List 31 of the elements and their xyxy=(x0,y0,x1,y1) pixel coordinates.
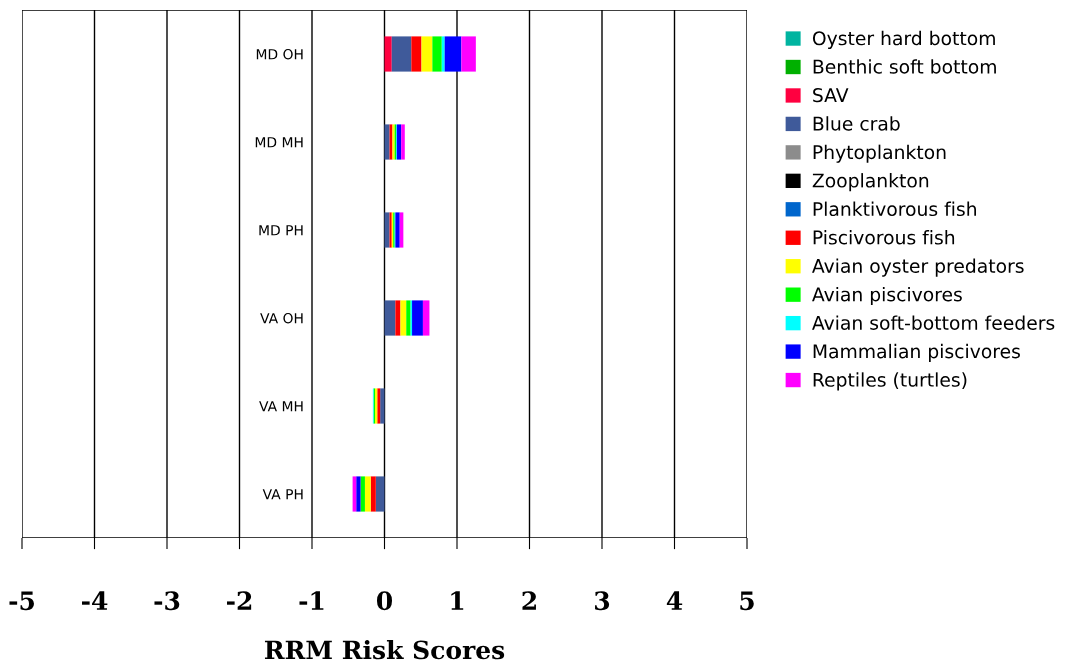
x-tick-label: -1 xyxy=(299,591,324,610)
y-tick-label: VA MH xyxy=(259,401,303,412)
x-tick-label: -3 xyxy=(154,591,180,611)
x-tick-label: -4 xyxy=(81,591,108,610)
legend-label: Piscivorous fish xyxy=(813,230,955,245)
legend-label: Avian piscivores xyxy=(812,286,962,306)
legend-label: Benthic soft bottom xyxy=(813,59,996,74)
legend-label: Phytoplankton xyxy=(813,144,946,163)
x-tick-label: 3 xyxy=(595,591,610,611)
legend-label: Avian soft-bottom feeders xyxy=(812,315,1055,330)
x-tick-label: 1 xyxy=(451,591,464,610)
legend-label: Blue crab xyxy=(813,116,900,131)
y-tick-label: MD MH xyxy=(255,137,303,148)
x-tick-label: 0 xyxy=(376,591,393,611)
x-tick-label: 5 xyxy=(740,591,754,611)
y-tick-label: VA PH xyxy=(262,489,303,500)
legend-label: Oyster hard bottom xyxy=(812,30,995,49)
x-tick-label: -2 xyxy=(226,591,252,610)
legend-label: SAV xyxy=(813,88,849,103)
legend-label: Reptiles (turtles) xyxy=(813,372,967,391)
x-tick-label: 4 xyxy=(666,591,683,610)
legend-label: Mammalian piscivores xyxy=(813,343,1020,363)
legend-label: Zooplankton xyxy=(812,173,929,192)
y-tick-label: MD OH xyxy=(256,48,303,60)
legend-label: Planktivorous fish xyxy=(813,201,976,217)
y-tick-label: MD PH xyxy=(259,225,303,236)
x-tick-label: -5 xyxy=(9,591,34,611)
x-axis-title: RRM Risk Scores xyxy=(264,639,505,660)
legend-label: Avian oyster predators xyxy=(812,258,1024,277)
y-tick-label: VA OH xyxy=(260,312,303,324)
x-tick-label: 2 xyxy=(522,591,536,610)
